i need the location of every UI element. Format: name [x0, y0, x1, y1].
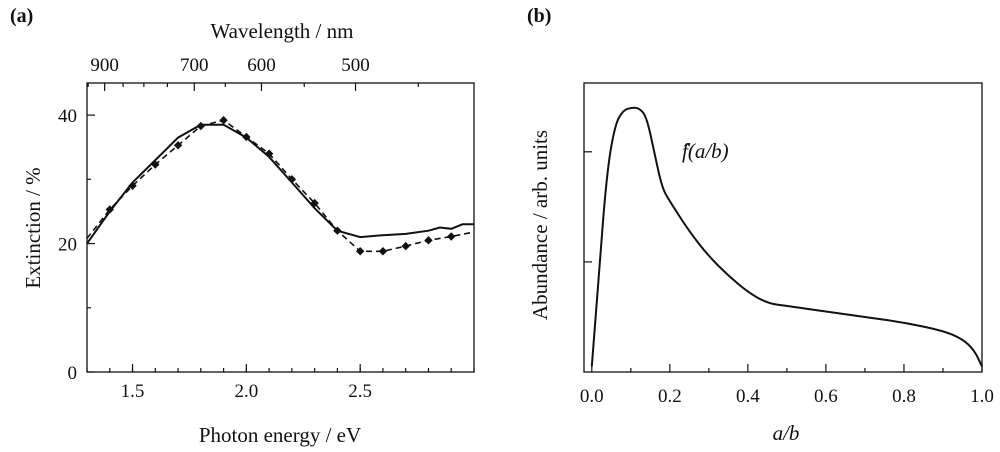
- panel-a-data-point: [424, 236, 433, 245]
- panel-a-plot-frame: [86, 82, 475, 373]
- panel-a-top-axis-title: Wavelength / nm: [211, 19, 354, 43]
- panel-a-dashed-curve: [86, 119, 475, 253]
- panel-a-y-tick-label: 0: [68, 363, 78, 384]
- panel-a-x-tick-label: 2.0: [234, 381, 258, 402]
- panel-a-data-point: [196, 121, 206, 131]
- panel-a-data-point: [128, 181, 137, 190]
- panel-a-data-point: [242, 132, 251, 142]
- panel-a-x-tick-label: 1.5: [121, 381, 145, 402]
- panel-b-ticks: 0.0 0.2 0.4 0.6 0.8 1.0: [580, 151, 994, 407]
- panel-a-top-tick-label: 900: [90, 55, 119, 76]
- panel-a-ticks: 1.5 2.0 2.5 0 20 40 900 700 600 500: [58, 55, 475, 402]
- panel-b-x-tick-label: 0.6: [814, 386, 838, 407]
- panel-b-plot-frame: [583, 82, 983, 373]
- panel-a-x-tick-label: 2.5: [348, 381, 372, 402]
- panel-b-x-tick-label: 1.0: [970, 386, 994, 407]
- panel-a-data-point: [105, 205, 114, 214]
- panel-a-data-point: [333, 226, 342, 235]
- panel-b-x-tick-label: 0.2: [658, 386, 682, 407]
- panel-b-x-tick-label: 0.0: [580, 386, 604, 407]
- panel-a-data-point: [264, 149, 274, 158]
- panel-a-x-axis-title: Photon energy / eV: [199, 423, 361, 447]
- panel-a-label: (a): [10, 5, 33, 27]
- panel-a-data-point: [378, 247, 388, 256]
- panel-b-x-axis-title: a/b: [773, 421, 800, 445]
- panel-b-x-tick-label: 0.8: [892, 386, 916, 407]
- panel-a-data-point: [401, 241, 410, 251]
- panel-b-solid-curve: [590, 106, 983, 367]
- panel-a-solid-curve: [86, 123, 474, 245]
- panel-a-top-tick-label: 700: [180, 55, 209, 76]
- panel-a-y-tick-label: 20: [58, 235, 77, 256]
- panel-a-data-point: [173, 141, 183, 150]
- panel-a-top-tick-label: 600: [247, 55, 276, 76]
- panel-a-y-tick-label: 40: [58, 106, 77, 127]
- panel-a: (a) Wavelength / nm 1.5 2.0 2.5 0 20 40 900 700…: [10, 5, 475, 447]
- panel-a-markers: [105, 116, 456, 256]
- panel-a-data-point: [219, 116, 228, 125]
- panel-a-data-point: [310, 198, 319, 208]
- panel-a-data-point: [151, 160, 160, 169]
- panel-a-data-point: [287, 175, 297, 184]
- panel-b: (b) 0.0 0.2 0.4 0.6 0.8 1.0 ̂f(a/b) a/b Abund…: [527, 5, 994, 445]
- panel-a-data-point: [447, 232, 456, 241]
- panel-b-x-tick-label: 0.4: [736, 386, 760, 407]
- panel-b-y-axis-title: Abundance / arb. units: [528, 130, 552, 320]
- panel-a-data-point: [355, 247, 365, 256]
- panel-b-label: (b): [527, 5, 551, 27]
- panel-b-curve-annotation: ̂f(a/b): [682, 139, 729, 163]
- panel-a-top-tick-label: 500: [341, 55, 370, 76]
- panel-a-y-axis-title: Extinction / %: [21, 167, 45, 288]
